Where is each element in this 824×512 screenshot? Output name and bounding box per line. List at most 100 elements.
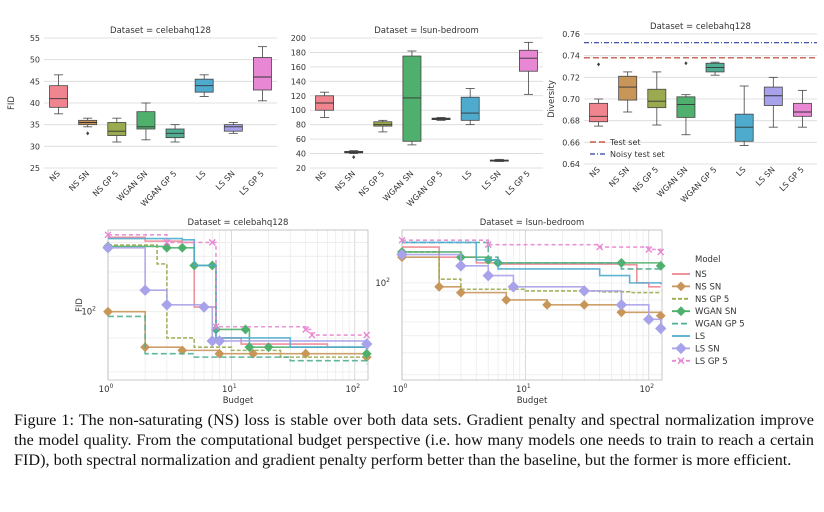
tick-exponent: 2 (650, 383, 654, 390)
data-point (104, 231, 112, 239)
tick-exponent: 2 (92, 306, 96, 313)
y-tick-label: 102 (375, 277, 390, 289)
panel-title: Dataset = celebahq128 (650, 22, 751, 32)
y-tick-label: 120 (291, 92, 306, 101)
box-panel-0: 25 30 35 40 45 50 55 Dataset = celebahq128 FID NS… (7, 26, 277, 208)
box-panel-1: 20 40 60 80 100 120 140 160 180 200 Dataset = lsun… (291, 26, 543, 208)
box-body (763, 86, 783, 106)
box-panel-2: 0.64 0.66 0.68 0.70 0.72 0.74 0.76 Dataset = ce… (547, 22, 817, 204)
legend-label: NS GP 5 (695, 295, 729, 305)
box-body (136, 111, 156, 130)
x-tick-label: 101 (222, 383, 237, 395)
x-tick-label: NS SN (607, 165, 631, 189)
series-ls (108, 237, 367, 348)
x-axis-label: Budget (223, 396, 254, 405)
data-point (507, 281, 520, 293)
legend-label: NS SN (695, 282, 721, 292)
y-tick-label: 40 (296, 150, 306, 159)
box-body (253, 57, 272, 91)
y-tick-label: 0.70 (562, 95, 580, 104)
box-wgan-gp-5 (431, 117, 451, 121)
tick-exponent: 2 (356, 383, 360, 390)
x-tick-label: NS GP 5 (91, 169, 120, 198)
box-ls-gp-5 (793, 89, 812, 128)
outlier-point (596, 62, 601, 67)
data-point (102, 242, 114, 254)
x-tick-label: LS GP 5 (238, 169, 266, 197)
legend-label: Test set (609, 138, 641, 147)
x-tick-label: LS (194, 169, 207, 182)
y-tick-label: 25 (30, 164, 40, 173)
panel-title: Dataset = celebahq128 (188, 218, 289, 228)
x-tick-label: LS SN (754, 165, 777, 188)
box-wgan-gp-5 (165, 124, 185, 143)
tick-exponent: 0 (110, 383, 114, 390)
series-line (402, 241, 662, 271)
y-tick-label: 140 (291, 77, 306, 86)
data-point (501, 294, 512, 305)
data-point (616, 307, 627, 318)
data-point (139, 284, 151, 296)
data-point (177, 242, 188, 253)
tick-exponent: 1 (527, 383, 531, 390)
box-body (734, 113, 754, 142)
series-line (108, 237, 367, 348)
series-line (402, 251, 661, 294)
y-tick-label: 30 (30, 142, 40, 151)
data-point (542, 299, 553, 310)
series-ls-sn (396, 248, 667, 335)
data-point (396, 248, 408, 261)
data-point (244, 342, 255, 353)
box-body (402, 55, 422, 142)
y-tick-label: 160 (291, 63, 306, 72)
y-tick-label: 0.68 (562, 117, 580, 126)
y-tick-label: 180 (291, 48, 306, 57)
x-tick-label: NS SN (67, 169, 91, 193)
data-point (208, 238, 216, 246)
x-tick-label: 100 (393, 383, 408, 395)
figure-caption: Figure 1: The non-saturating (NS) loss i… (14, 411, 814, 469)
box-body (460, 96, 480, 121)
box-wgan-sn (676, 61, 696, 136)
data-point (657, 248, 665, 256)
x-tick-label: 102 (639, 383, 654, 395)
box-ns-gp-5 (107, 117, 127, 143)
data-point (434, 281, 445, 292)
y-tick-label: 100 (291, 106, 306, 115)
outlier-point (86, 131, 90, 136)
figure-canvas: 25 30 35 40 45 50 55 Dataset = celebahq128 FID NS… (7, 22, 817, 405)
data-point (161, 242, 172, 253)
box-ns (49, 74, 68, 115)
panel-title: Dataset = lsun-bedroom (480, 218, 584, 228)
data-point (596, 243, 604, 251)
box-ls-sn (223, 122, 243, 134)
series-ls-gp-5 (398, 236, 665, 256)
y-tick-label: 35 (30, 121, 40, 130)
series-line (108, 244, 368, 361)
data-point (214, 348, 225, 359)
box-ns-sn (618, 71, 638, 113)
legend-label: WGAN GP 5 (695, 320, 745, 330)
x-tick-label: NS SN (333, 169, 357, 193)
box-ns (589, 62, 608, 127)
x-tick-label: NS GP 5 (631, 165, 660, 194)
box-body (618, 75, 638, 101)
data-point (398, 236, 406, 244)
box-ls (460, 88, 480, 126)
data-point (482, 269, 494, 282)
data-point (643, 313, 655, 326)
box-body (519, 49, 538, 72)
data-point (676, 281, 686, 292)
legend-label: LS (695, 332, 705, 342)
y-tick-label: 0.76 (562, 30, 580, 39)
series-line (402, 241, 662, 285)
box-ns-sn (344, 150, 364, 160)
panel-title: Dataset = celebahq128 (110, 26, 211, 36)
data-point (361, 338, 373, 350)
y-tick-label: 55 (30, 34, 40, 43)
x-tick-label: NS (314, 169, 328, 183)
x-tick-label: NS GP 5 (357, 169, 386, 198)
data-point (645, 245, 653, 253)
x-tick-label: LS (460, 169, 473, 182)
